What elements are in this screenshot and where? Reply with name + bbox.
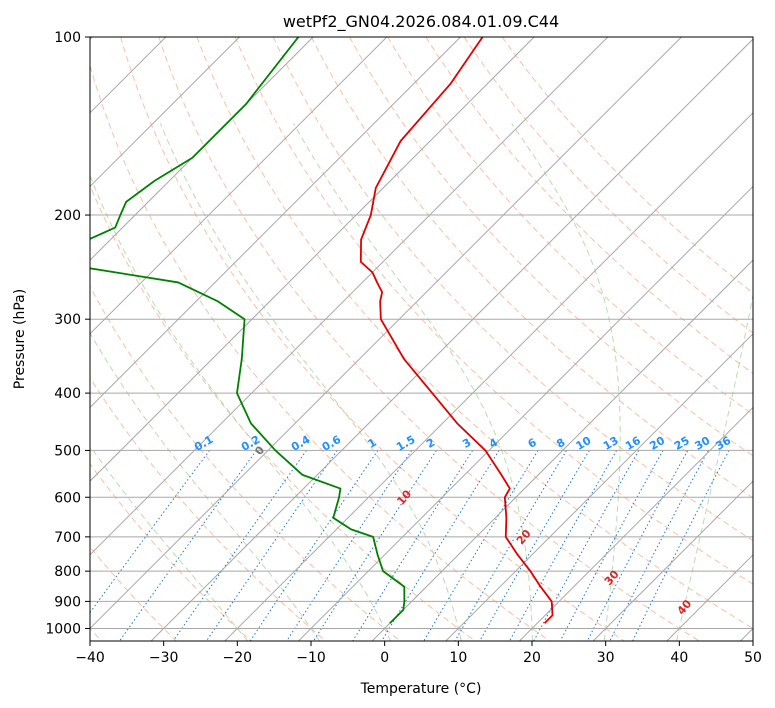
- background-lines: [90, 37, 753, 641]
- y-tick-label: 800: [54, 564, 81, 580]
- mixing-ratio-line: [479, 450, 590, 641]
- x-tick-label: −20: [223, 650, 253, 666]
- moist-adiabat-line: [676, 292, 753, 641]
- moist-adiabat-label: 30: [602, 568, 622, 588]
- mixing-ratio-line: [249, 450, 379, 641]
- mixing-ratio-label: 2: [424, 436, 437, 451]
- moist-adiabat-label: 20: [514, 527, 534, 547]
- y-tick-label: 900: [54, 594, 81, 610]
- inline-labels: 0.10.20.40.611.52346810131620253036-100-…: [192, 433, 733, 618]
- mixing-ratio-line: [90, 450, 210, 614]
- mixing-ratio-line: [609, 450, 709, 641]
- moist-adiabat-line: [90, 444, 249, 641]
- mixing-ratio-line: [119, 450, 257, 641]
- mixing-ratio-line: [172, 450, 307, 641]
- moist-adiabat-line: [90, 174, 392, 641]
- dry-adiabat-line: [90, 63, 551, 641]
- x-tick-label: 0: [380, 650, 389, 666]
- y-tick-label: 300: [54, 312, 81, 328]
- axis-ticks: −40 −30 −20 −10 0 10 20 30 40 50 100 200 300 400 500 60…: [45, 30, 762, 666]
- isotherm-line: [90, 37, 240, 188]
- dry-adiabat-line: [158, 37, 700, 641]
- isotherm-line: [90, 37, 388, 335]
- isotherm-line: [90, 37, 461, 409]
- moist-adiabat-line: [90, 331, 320, 641]
- temperature-line: [359, 37, 554, 624]
- x-tick-label: −40: [75, 650, 105, 666]
- profile-lines: [90, 37, 554, 624]
- isotherm-line: [519, 406, 753, 641]
- dry-adiabat-line: [234, 37, 753, 585]
- mixing-ratio-line: [632, 450, 730, 641]
- dry-adiabat-line: [196, 37, 753, 630]
- isotherm-line: [371, 259, 753, 641]
- dry-adiabat-line: [310, 37, 753, 499]
- mixing-ratio-label: 4: [487, 436, 500, 451]
- dry-adiabat-line: [90, 285, 401, 641]
- mixing-ratio-line: [509, 450, 618, 641]
- x-tick-label: −10: [296, 650, 326, 666]
- y-axis-label: Pressure (hPa): [12, 289, 28, 389]
- y-tick-label: 100: [54, 30, 81, 46]
- plot-frame: [89, 36, 754, 642]
- mixing-ratio-line: [586, 450, 689, 641]
- mixing-ratio-label: 1: [366, 436, 379, 451]
- y-tick-label: 700: [54, 530, 81, 546]
- isotherm-line: [90, 37, 682, 630]
- y-tick-label: 400: [54, 386, 81, 402]
- dry-adiabat-line: [90, 463, 252, 641]
- mixing-ratio-line: [352, 450, 474, 641]
- x-tick-label: 40: [670, 650, 688, 666]
- isotherm-line: [592, 480, 753, 641]
- y-tick-label: 500: [54, 443, 81, 459]
- mixing-ratio-line: [206, 450, 338, 641]
- dry-adiabat-line: [90, 376, 327, 641]
- isotherm-line: [224, 112, 753, 641]
- isotherm-line: [445, 333, 753, 641]
- isotherm-line: [740, 627, 753, 641]
- mixing-ratio-label: 6: [526, 436, 539, 451]
- moist-adiabat-line: [511, 123, 621, 641]
- chart-title: wetPf2_GN04.2026.084.01.09.C44: [283, 12, 559, 32]
- x-tick-label: 30: [597, 650, 615, 666]
- x-axis-label: Temperature (°C): [360, 681, 482, 697]
- mixing-ratio-label: 8: [554, 436, 567, 451]
- isotherm-line: [150, 38, 753, 641]
- dry-adiabat-line: [90, 184, 476, 641]
- dry-adiabat-line: [463, 37, 753, 334]
- x-tick-label: −30: [149, 650, 179, 666]
- dry-adiabat-line: [501, 37, 753, 294]
- isotherm-line: [90, 37, 609, 556]
- x-tick-label: 10: [449, 650, 467, 666]
- moist-adiabat-label: 10: [394, 487, 414, 507]
- isotherm-line: [298, 185, 753, 641]
- mixing-ratio-line: [286, 450, 413, 641]
- x-tick-label: 50: [744, 650, 762, 666]
- y-tick-label: 600: [54, 490, 81, 506]
- dry-adiabat-line: [120, 37, 625, 641]
- mixing-ratio-line: [533, 450, 640, 641]
- moist-adiabat-label: 40: [675, 597, 695, 617]
- moist-adiabat-line: [293, 123, 533, 641]
- isotherm-line: [90, 37, 314, 261]
- dry-adiabat-line: [425, 37, 753, 375]
- dry-adiabat-line: [387, 37, 753, 416]
- moist-adiabat-line: [159, 123, 462, 641]
- mixing-ratio-line: [559, 450, 664, 641]
- dewpoint-line: [90, 37, 406, 624]
- x-tick-label: 20: [523, 650, 541, 666]
- isotherm-line: [90, 37, 535, 482]
- dry-adiabat-line: [272, 37, 753, 542]
- y-tick-label: 200: [54, 208, 81, 224]
- y-tick-label: 1000: [45, 621, 81, 637]
